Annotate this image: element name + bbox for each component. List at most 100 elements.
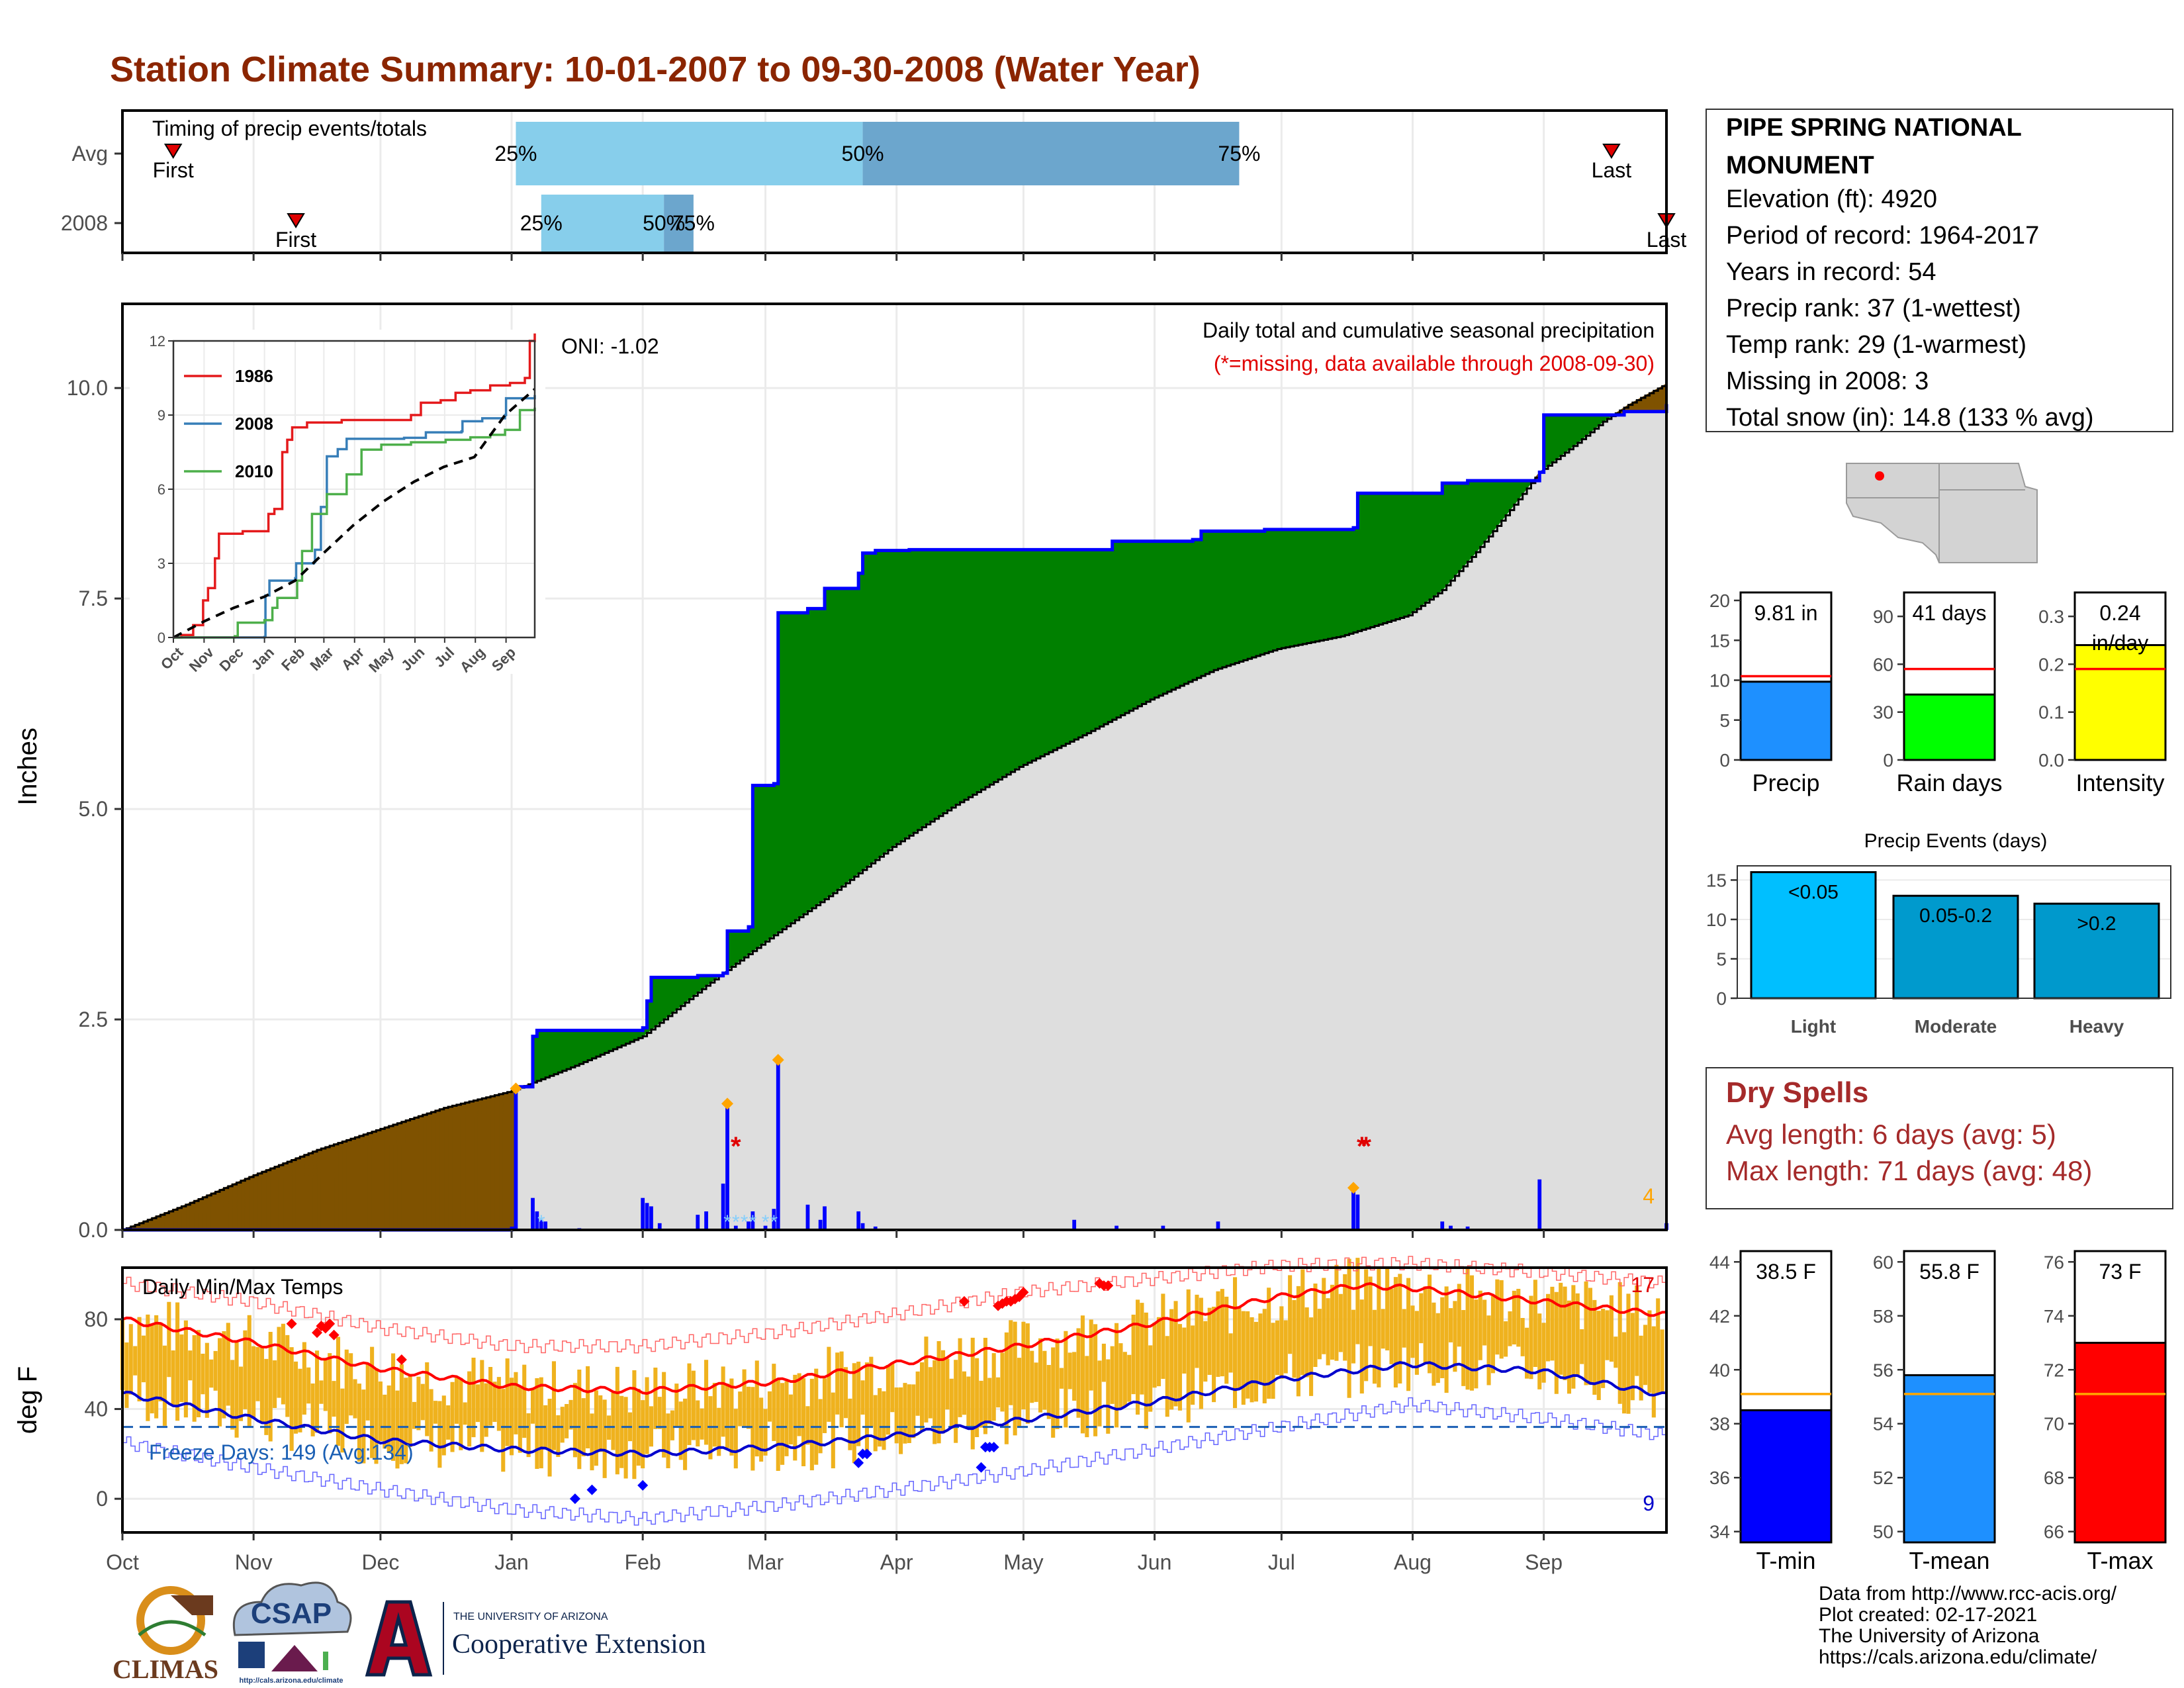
daily-precip-bar xyxy=(1465,1226,1470,1230)
y-tick-label: 66 xyxy=(2044,1522,2064,1542)
daily-precip-bar xyxy=(1216,1221,1220,1230)
y-tick-label: 0.1 xyxy=(2038,702,2064,723)
temp-summary-bar xyxy=(2073,1342,2167,1544)
y-tick-label: 80 xyxy=(84,1307,108,1331)
y-tick-label: 0 xyxy=(96,1487,108,1511)
credit-url: https://cals.arizona.edu/climate/ xyxy=(1819,1646,2097,1668)
y-tick-label: 0 xyxy=(1719,750,1730,771)
precip-panel-subtitle: (*=missing, data available through 2008-… xyxy=(1214,352,1655,375)
map-state-lines xyxy=(1846,463,2025,563)
y-tick-label: 90 xyxy=(1873,606,1893,627)
daily-precip-bar xyxy=(823,1206,827,1230)
average-area xyxy=(122,383,1666,1230)
month-tick-label: Sep xyxy=(1525,1550,1563,1574)
month-tick-label: Mar xyxy=(747,1550,784,1574)
map-region xyxy=(1846,463,2038,563)
precip-event-category: Light xyxy=(1791,1016,1836,1037)
inset-y-tick-label: 3 xyxy=(158,555,165,572)
average-tmax-line xyxy=(122,1282,1667,1395)
legend-label: 2008 xyxy=(235,414,273,434)
missing-data-marker: * xyxy=(1357,1132,1367,1161)
y-axis-label: Inches xyxy=(13,727,42,806)
precip-events-title: Precip Events (days) xyxy=(1864,830,2048,852)
daily-precip-bar xyxy=(873,1226,878,1230)
record-high-marker xyxy=(286,1318,297,1329)
climas-logo xyxy=(136,1586,213,1655)
inset-y-tick-label: 0 xyxy=(158,630,165,646)
csap-logo-mountain xyxy=(271,1645,318,1671)
precip-event-category: Heavy xyxy=(2070,1016,2124,1037)
daily-precip-bar xyxy=(1161,1225,1165,1230)
quartile-label: 75% xyxy=(1218,142,1260,165)
daily-precip-bar xyxy=(657,1223,662,1230)
daily-precip-bar xyxy=(641,1197,645,1230)
daily-precip-bar xyxy=(1351,1188,1355,1230)
snow-day-marker: * xyxy=(537,1211,545,1233)
y-tick-label: 42 xyxy=(1709,1306,1730,1327)
climas-logo-shape xyxy=(171,1595,213,1615)
daily-precip-bar xyxy=(535,1211,539,1230)
first-event-label: First xyxy=(275,228,316,252)
quartile-label: 25% xyxy=(494,142,537,165)
y-tick-label: 5 xyxy=(1719,710,1730,731)
y-tick-label: 60 xyxy=(1873,1252,1893,1272)
first-event-marker xyxy=(287,213,305,228)
oni-label: ONI: -1.02 xyxy=(561,334,659,358)
inset-bg xyxy=(130,330,545,674)
y-tick-label: 10.0 xyxy=(67,376,108,400)
daily-precip-bar xyxy=(805,1204,810,1230)
temp-summary-category-label: T-max xyxy=(2087,1547,2153,1574)
y-tick-label: 5 xyxy=(1716,949,1727,969)
quartile-label: 75% xyxy=(672,211,715,235)
temp-summary-value-label: 38.5 F xyxy=(1756,1260,1816,1284)
dry-spells-avg: Avg length: 6 days (avg: 5) xyxy=(1726,1119,2056,1150)
daily-temp-range-bars xyxy=(120,1258,1664,1479)
month-tick-label: May xyxy=(1003,1550,1043,1574)
precip-event-bar xyxy=(2033,902,2160,1000)
y-tick-label: 15 xyxy=(1709,630,1730,651)
freeze-days-label: Freeze Days: 149 (Avg:134) xyxy=(149,1440,414,1464)
snow-day-marker: * xyxy=(741,1211,749,1233)
record-low-marker xyxy=(976,1462,987,1473)
y-tick-label: 44 xyxy=(1709,1252,1730,1272)
precip-event-bar-label: <0.05 xyxy=(1788,882,1839,904)
credit-plot-created: Plot created: 02-17-2021 xyxy=(1819,1604,2038,1626)
missing-data-marker: * xyxy=(1361,1132,1371,1161)
snow-day-marker: * xyxy=(723,1211,731,1233)
daily-precip-bar xyxy=(1355,1194,1360,1230)
station-info-line: Missing in 2008: 3 xyxy=(1726,367,1929,395)
y-tick-label: 54 xyxy=(1873,1414,1893,1434)
record-low-line xyxy=(122,1397,1667,1526)
snow-day-marker: * xyxy=(762,1211,770,1233)
daily-precip-bar xyxy=(704,1211,708,1230)
daily-precip-bar xyxy=(751,1211,755,1230)
y-tick-label: 0.2 xyxy=(2038,654,2064,675)
month-tick-label: Apr xyxy=(880,1550,913,1574)
station-info-line: Precip rank: 37 (1-wettest) xyxy=(1726,295,2021,322)
station-info-line: Elevation (ft): 4920 xyxy=(1726,185,1937,213)
daily-precip-bar xyxy=(649,1206,653,1230)
csap-logo xyxy=(232,1581,352,1671)
daily-precip-bar xyxy=(747,1221,751,1230)
daily-precip-bar xyxy=(725,1103,729,1230)
precip-summary-bar xyxy=(2073,644,2167,761)
precip-summary-category-label: Rain days xyxy=(1896,769,2002,796)
y-tick-label: 20 xyxy=(1709,590,1730,611)
climas-logo-swoosh xyxy=(138,1620,206,1636)
y-tick-label: 5.0 xyxy=(79,797,108,821)
record-high-marker xyxy=(324,1318,336,1329)
daily-precip-bar xyxy=(818,1219,823,1230)
quartile-bar-25-50 xyxy=(516,122,863,185)
record-low-count: 9 xyxy=(1643,1491,1655,1515)
y-tick-label: 0.3 xyxy=(2038,606,2064,627)
csap-logo-url: http://cals.arizona.edu/climate xyxy=(239,1677,343,1685)
daily-precip-bar xyxy=(776,1060,780,1230)
record-low-marker xyxy=(586,1484,598,1495)
dry-spells-max: Max length: 71 days (avg: 48) xyxy=(1726,1155,2092,1186)
y-tick-label: 76 xyxy=(2044,1252,2064,1272)
y-tick-label: 68 xyxy=(2044,1468,2064,1488)
y-tick-label: 74 xyxy=(2044,1306,2064,1327)
temp-summary-value-label: 55.8 F xyxy=(1919,1260,1979,1284)
month-tick-label: Jun xyxy=(1138,1550,1172,1574)
